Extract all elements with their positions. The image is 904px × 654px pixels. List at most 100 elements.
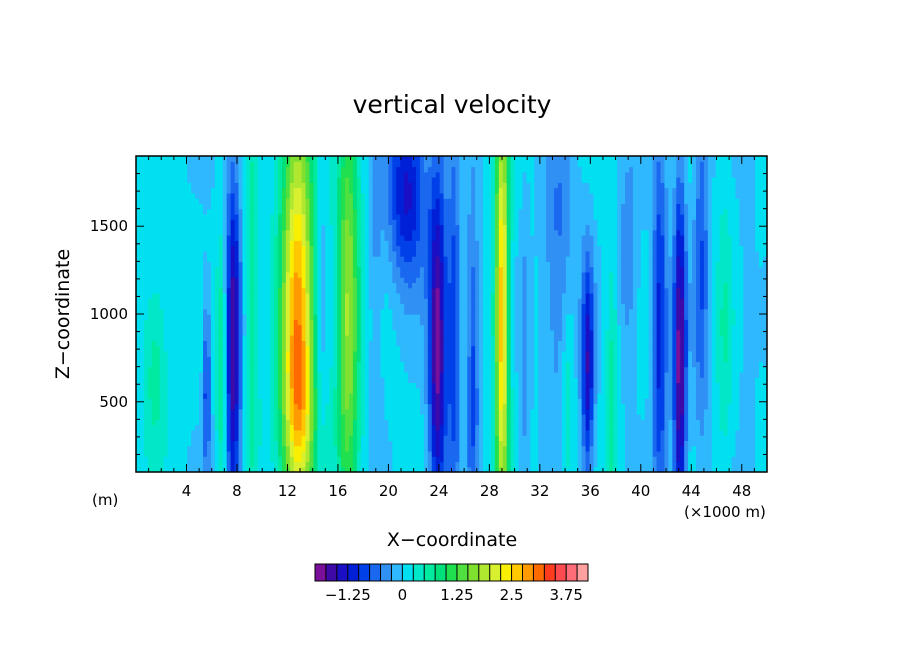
heatmap-cell	[171, 450, 177, 457]
heatmap-cell	[167, 192, 173, 199]
heatmap-cell	[179, 166, 184, 173]
heatmap-cell	[451, 361, 457, 368]
heatmap-cell	[234, 356, 240, 362]
heatmap-cell	[451, 461, 457, 468]
heatmap-cell	[337, 435, 342, 441]
heatmap-cell	[183, 319, 188, 326]
heatmap-cell	[210, 329, 216, 336]
heatmap-cell	[246, 450, 251, 457]
heatmap-cell	[317, 435, 322, 441]
heatmap-cell	[400, 314, 405, 320]
heatmap-cell	[274, 393, 279, 399]
heatmap-cell	[313, 377, 319, 384]
heatmap-cell	[368, 371, 374, 378]
heatmap-cell	[147, 219, 153, 226]
heatmap-cell	[242, 382, 248, 389]
heatmap-cell	[274, 356, 279, 362]
heatmap-cell	[210, 298, 216, 305]
heatmap-cell	[254, 408, 259, 415]
heatmap-cell	[175, 324, 180, 331]
heatmap-cell	[274, 456, 279, 463]
heatmap-cell	[293, 308, 299, 315]
heatmap-cell	[447, 187, 453, 194]
heatmap-cell	[226, 329, 232, 336]
heatmap-cell	[329, 408, 334, 415]
heatmap-cell	[167, 156, 173, 162]
heatmap-cell	[222, 466, 228, 472]
heatmap-cell	[408, 208, 413, 215]
heatmap-cell	[191, 366, 196, 373]
heatmap-cell	[147, 271, 153, 278]
heatmap-cell	[143, 203, 149, 210]
heatmap-cell	[423, 314, 429, 320]
heatmap-cell	[333, 187, 338, 194]
heatmap-cell	[388, 356, 393, 362]
heatmap-cell	[447, 419, 453, 426]
heatmap-cell	[171, 314, 177, 320]
heatmap-cell	[427, 282, 433, 289]
heatmap-cell	[348, 361, 354, 368]
heatmap-cell	[262, 387, 267, 394]
heatmap-cell	[191, 256, 196, 262]
heatmap-cell	[455, 450, 460, 457]
heatmap-cell	[147, 229, 153, 236]
heatmap-cell	[277, 192, 283, 199]
heatmap-cell	[222, 461, 228, 468]
heatmap-cell	[317, 387, 322, 394]
heatmap-cell	[293, 161, 299, 168]
heatmap-cell	[380, 287, 386, 294]
heatmap-cell	[356, 387, 362, 394]
heatmap-cell	[163, 213, 169, 220]
heatmap-cell	[384, 371, 389, 378]
heatmap-cell	[254, 282, 259, 289]
heatmap-cell	[179, 366, 184, 373]
heatmap-cell	[345, 382, 350, 389]
heatmap-cell	[167, 182, 173, 189]
heatmap-cell	[443, 393, 449, 399]
heatmap-cell	[443, 403, 449, 410]
heatmap-cell	[352, 366, 358, 373]
heatmap-cell	[301, 245, 307, 252]
heatmap-cell	[242, 261, 248, 268]
heatmap-cell	[262, 219, 267, 226]
heatmap-cell	[380, 461, 386, 468]
heatmap-cell	[348, 266, 354, 273]
heatmap-cell	[356, 250, 362, 257]
heatmap-cell	[309, 429, 315, 436]
heatmap-cell	[423, 366, 429, 373]
heatmap-cell	[455, 224, 460, 231]
heatmap-cell	[230, 456, 236, 463]
heatmap-cell	[419, 308, 425, 315]
heatmap-cell	[136, 161, 141, 168]
heatmap-cell	[147, 382, 153, 389]
heatmap-cell	[455, 198, 460, 204]
heatmap-cell	[218, 182, 224, 189]
heatmap-cell	[333, 261, 338, 268]
heatmap-cell	[139, 287, 145, 294]
heatmap-cell	[309, 450, 315, 457]
heatmap-cell	[372, 298, 378, 305]
heatmap-cell	[333, 250, 338, 257]
heatmap-cell	[317, 256, 322, 262]
heatmap-cell	[451, 329, 457, 336]
heatmap-cell	[376, 287, 382, 294]
heatmap-cell	[431, 393, 437, 399]
heatmap-cell	[210, 187, 216, 194]
heatmap-cell	[226, 235, 232, 241]
heatmap-cell	[431, 445, 437, 452]
heatmap-cell	[408, 408, 413, 415]
heatmap-cell	[356, 324, 362, 331]
heatmap-cell	[254, 187, 259, 194]
heatmap-cell	[246, 371, 251, 378]
heatmap-cell	[270, 408, 275, 415]
heatmap-cell	[321, 335, 326, 341]
heatmap-cell	[400, 414, 405, 420]
heatmap-cell	[242, 319, 248, 326]
heatmap-cell	[155, 198, 161, 204]
heatmap-cell	[360, 314, 366, 320]
heatmap-cell	[187, 345, 192, 352]
heatmap-cell	[179, 345, 184, 352]
heatmap-cell	[234, 245, 240, 252]
heatmap-cell	[289, 171, 295, 178]
heatmap-cell	[297, 235, 303, 241]
